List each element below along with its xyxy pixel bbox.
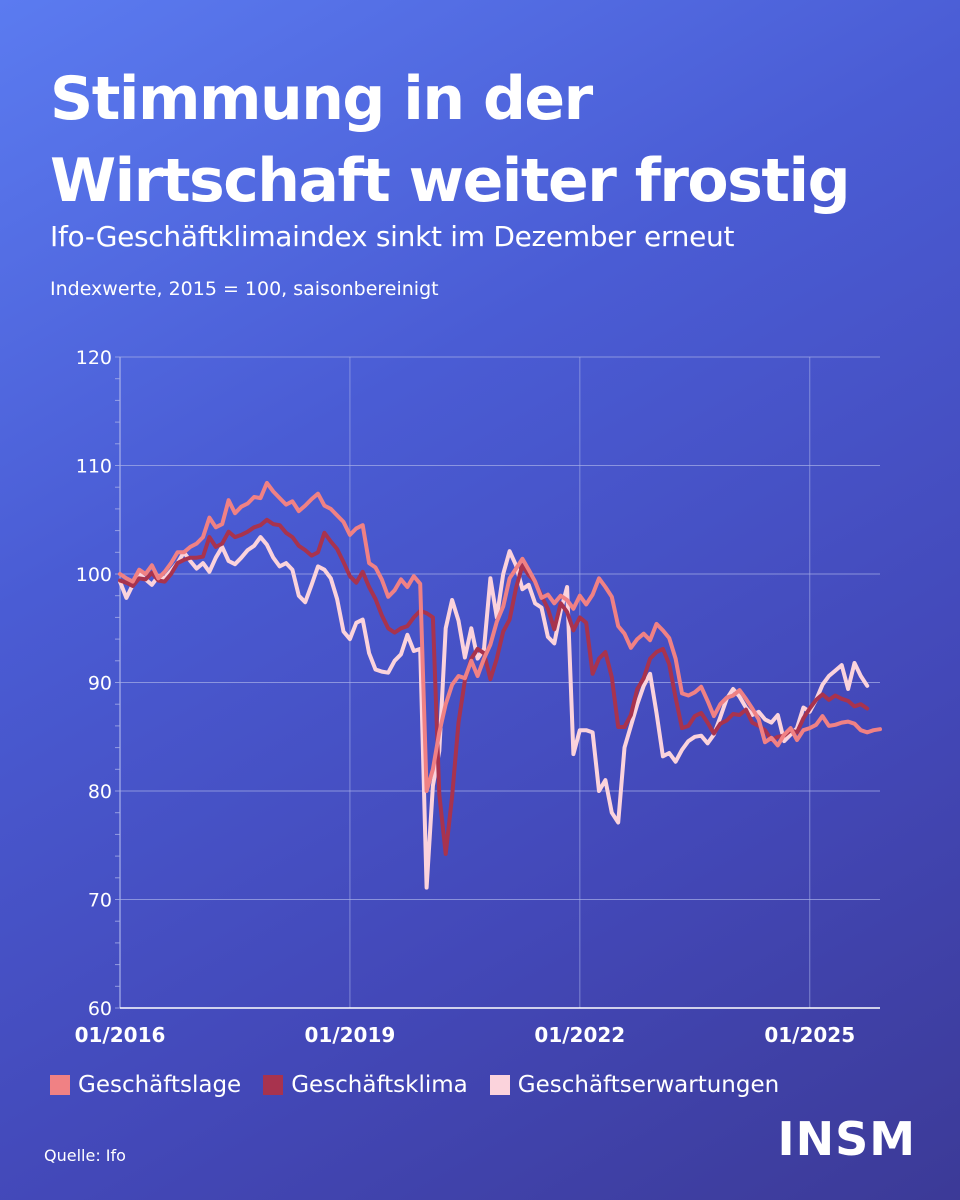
chart-title-line-1: Stimmung in der [50, 64, 593, 134]
chart-title-line-2: Wirtschaft weiter frostig [50, 146, 851, 216]
insm-logo: INSM [777, 1112, 916, 1166]
chart-unit-note: Indexwerte, 2015 = 100, saisonbereinigt [50, 278, 439, 300]
x-tick-label-2: 01/2022 [534, 1023, 625, 1047]
chart-title: Stimmung in der Wirtschaft weiter frosti… [50, 58, 851, 222]
series-line-geschaeftsklima [118, 517, 870, 856]
legend-swatch-geschaeftsklima [263, 1075, 284, 1095]
y-tick-label-90: 90 [88, 673, 112, 695]
legend-item-geschaeftslage: Geschäftslage [50, 1072, 241, 1098]
line-chart: 60 70 80 90 100 110 120 01/2016 01/2019 01/2022 01… [75, 347, 882, 1047]
chart-legend: Geschäftslage Geschäftsklima Geschäftser… [50, 1072, 801, 1098]
x-tick-label-1: 01/2019 [305, 1023, 396, 1047]
y-tick-label-100: 100 [76, 564, 112, 586]
y-tick-label-60: 60 [88, 998, 112, 1020]
chart-subtitle: Ifo-Geschäftklimaindex sinkt im Dezember… [50, 220, 735, 253]
legend-item-geschaeftserwartungen: Geschäftserwartungen [489, 1072, 780, 1098]
y-tick-label-70: 70 [88, 890, 112, 912]
legend-item-geschaeftsklima: Geschäftsklima [263, 1072, 468, 1098]
x-tick-label-0: 01/2016 [75, 1023, 166, 1047]
x-tick-label-3: 01/2025 [764, 1023, 855, 1047]
legend-label-geschaeftserwartungen: Geschäftserwartungen [517, 1072, 780, 1098]
source-note: Quelle: Ifo [44, 1146, 126, 1165]
y-tick-label-80: 80 [88, 781, 112, 803]
legend-swatch-geschaeftslage [50, 1075, 70, 1095]
legend-swatch-geschaeftserwartungen [489, 1075, 510, 1095]
y-tick-label-120: 120 [76, 347, 112, 369]
legend-label-geschaeftslage: Geschäftslage [78, 1072, 242, 1098]
y-tick-label-110: 110 [76, 456, 112, 478]
legend-label-geschaeftsklima: Geschäftsklima [291, 1072, 468, 1098]
series-line-geschaeftserwartungen [118, 535, 870, 890]
series-line-geschaeftslage [118, 480, 882, 793]
